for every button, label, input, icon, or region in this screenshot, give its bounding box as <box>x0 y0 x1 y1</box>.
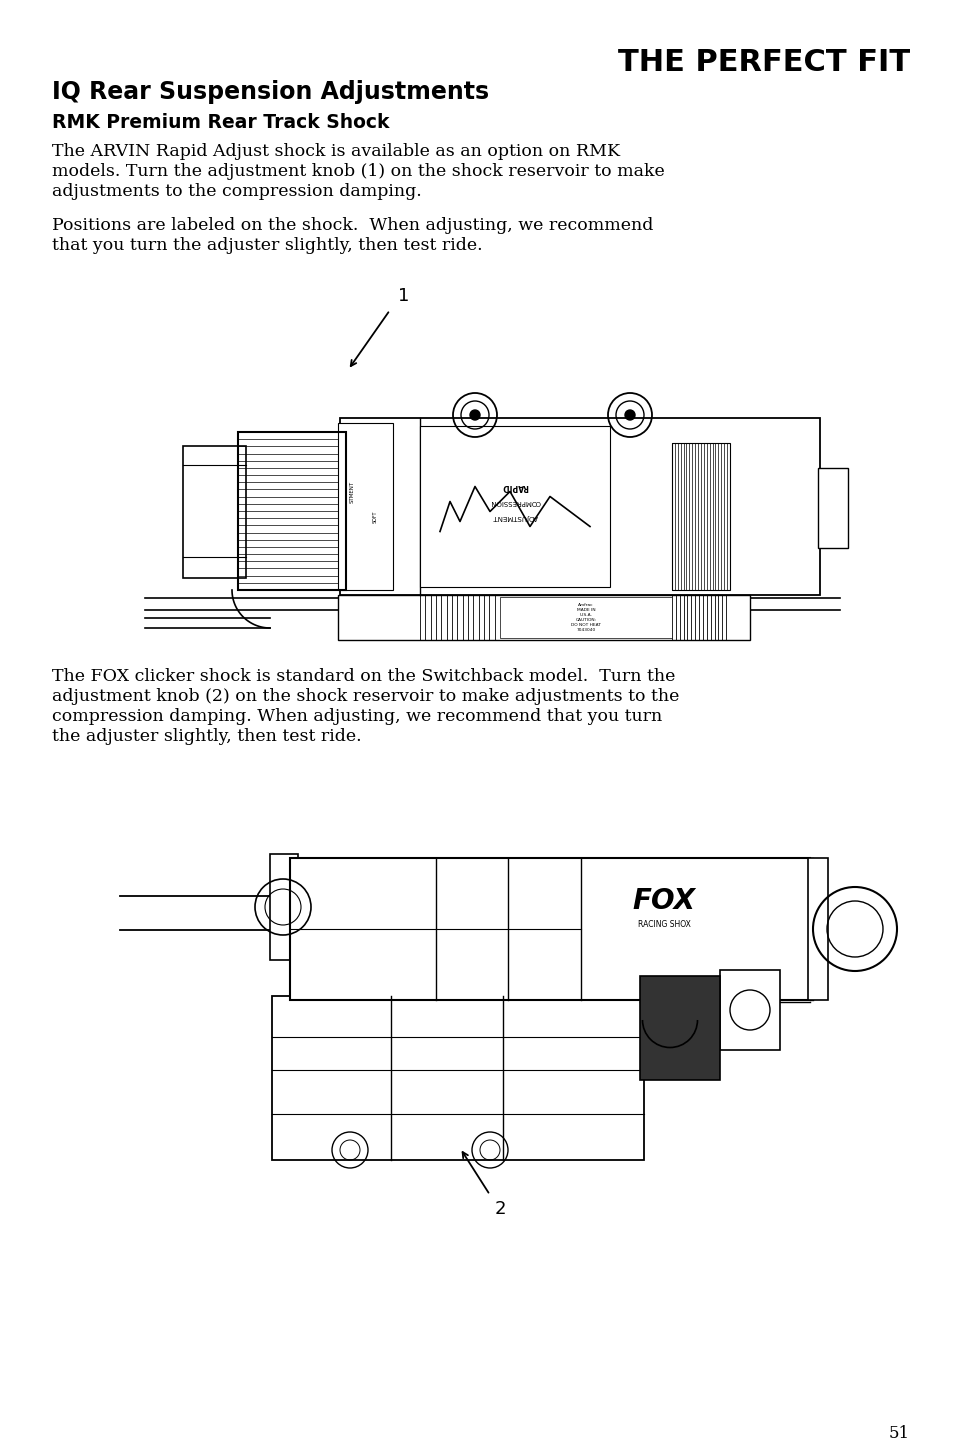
Bar <box>671 443 729 590</box>
Bar <box>817 468 847 548</box>
Circle shape <box>624 410 635 420</box>
Text: compression damping. When adjusting, we recommend that you turn: compression damping. When adjusting, we … <box>52 708 661 726</box>
Text: The FOX clicker shock is standard on the Switchback model.  Turn the: The FOX clicker shock is standard on the… <box>52 667 675 685</box>
Text: FOX: FOX <box>632 887 695 915</box>
Circle shape <box>470 410 479 420</box>
Text: the adjuster slightly, then test ride.: the adjuster slightly, then test ride. <box>52 728 361 744</box>
Text: models. Turn the adjustment knob (1) on the shock reservoir to make: models. Turn the adjustment knob (1) on … <box>52 163 664 180</box>
Bar <box>337 423 393 590</box>
Text: Positions are labeled on the shock.  When adjusting, we recommend: Positions are labeled on the shock. When… <box>52 217 653 234</box>
Bar <box>270 853 297 960</box>
Text: 51: 51 <box>888 1425 909 1442</box>
Bar <box>419 426 609 587</box>
Text: STMENT: STMENT <box>349 480 355 503</box>
Text: 1: 1 <box>397 286 409 305</box>
Text: 2: 2 <box>495 1200 506 1218</box>
Bar <box>337 595 749 640</box>
Text: adjustments to the compression damping.: adjustments to the compression damping. <box>52 183 421 201</box>
Text: The ARVIN Rapid Adjust shock is available as an option on RMK: The ARVIN Rapid Adjust shock is availabl… <box>52 142 619 160</box>
Text: Amfrac
MADE IN
U.S.A.
CAUTION:
DO NOT HEAT
7043040: Amfrac MADE IN U.S.A. CAUTION: DO NOT HE… <box>571 603 600 631</box>
Text: THE PERFECT FIT: THE PERFECT FIT <box>618 48 909 77</box>
Text: ADJUSTMENT: ADJUSTMENT <box>492 513 537 519</box>
Text: that you turn the adjuster slightly, then test ride.: that you turn the adjuster slightly, the… <box>52 237 482 254</box>
Bar <box>183 446 246 579</box>
Text: COMPRESSION: COMPRESSION <box>489 499 539 505</box>
Bar <box>720 970 780 1050</box>
Bar <box>807 858 827 1000</box>
Text: IQ Rear Suspension Adjustments: IQ Rear Suspension Adjustments <box>52 80 489 105</box>
Text: RACING SHOX: RACING SHOX <box>638 920 690 929</box>
Text: RMK Premium Rear Track Shock: RMK Premium Rear Track Shock <box>52 113 389 132</box>
Bar <box>639 976 720 1080</box>
Bar <box>272 996 643 1160</box>
Bar <box>237 432 346 590</box>
Text: RAPID: RAPID <box>501 481 528 491</box>
Bar <box>290 858 809 1000</box>
Bar <box>339 417 820 595</box>
Bar <box>499 598 671 638</box>
Text: SOFT: SOFT <box>372 510 377 523</box>
Text: adjustment knob (2) on the shock reservoir to make adjustments to the: adjustment knob (2) on the shock reservo… <box>52 688 679 705</box>
